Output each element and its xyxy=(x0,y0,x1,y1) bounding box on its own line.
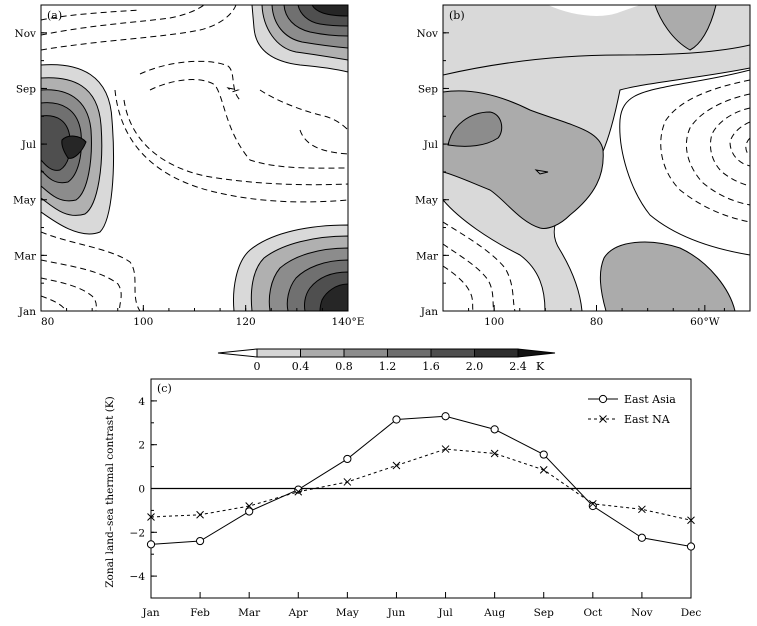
panel-c-y-tick-label: 4 xyxy=(138,396,145,408)
panel-b-x-tick-label: 60°W xyxy=(690,316,720,328)
panel-a-y-tick-label: Jan xyxy=(18,306,36,318)
panel-a-y-tick-label: Sep xyxy=(16,83,36,95)
colorbar-tick-label: 2.0 xyxy=(466,360,484,373)
series-1-point xyxy=(195,536,205,546)
panel-c-y-tick-label: 0 xyxy=(138,484,145,496)
series-2-point xyxy=(294,487,303,496)
colorbar-tick-label: 1.6 xyxy=(422,360,440,373)
panel-a-x-ticks: 80 100 120 140°E xyxy=(40,305,365,328)
series-2-point xyxy=(490,449,499,458)
panel-b-y-tick-label: Mar xyxy=(416,250,439,262)
colorbar-segment xyxy=(256,348,301,358)
legend-label-2: East NA xyxy=(624,413,671,426)
panel-b-y-ticks: Jan Mar May Jul Sep Nov xyxy=(415,4,449,318)
panel-b-x-tick-label: 80 xyxy=(590,316,603,328)
panel-a-x-tick-label: 140°E xyxy=(332,316,365,328)
panel-a-x-tick-label: 100 xyxy=(133,316,153,328)
legend-marker-x xyxy=(599,415,607,423)
colorbar-tick-label: 2.4 xyxy=(509,360,527,373)
panel-b-x-ticks: 100 80 60°W xyxy=(442,305,751,328)
panel-c-axes: −4 −2 0 2 4 Jan Feb Mar Apr May Jun Jul Aug Sep Oct Nov… xyxy=(130,378,702,619)
series-1-point xyxy=(146,540,156,549)
colorbar-left-triangle xyxy=(217,348,258,358)
panel-b-x-tick-label: 100 xyxy=(484,316,504,328)
series-2-point xyxy=(638,505,646,514)
panel-c-x-tick-label: Nov xyxy=(631,607,653,619)
panel-a-y-tick-label: Jul xyxy=(21,139,37,151)
series-1-point xyxy=(392,415,401,424)
panel-c-x-tick-label: Oct xyxy=(583,607,602,619)
panel-b-y-tick-label: May xyxy=(415,195,438,207)
series-2-point xyxy=(588,499,597,508)
panel-c-x-tick-label: Jun xyxy=(387,607,406,619)
series-1-point xyxy=(588,501,597,511)
series-2-point xyxy=(539,466,548,474)
panel-b-label: (b) xyxy=(449,9,465,22)
series-1-point xyxy=(490,425,499,434)
colorbar-segment xyxy=(343,348,388,358)
series-1-point xyxy=(686,542,696,551)
panel-c-y-axis-label: Zonal land–sea thermal contrast (K) xyxy=(104,396,116,587)
series-1-point xyxy=(245,507,254,516)
series-2-point xyxy=(147,513,155,521)
colorbar-segment xyxy=(387,348,432,358)
panel-b: (b) 100 80 60°W Jan Mar May Jul Sep Nov xyxy=(415,4,751,328)
series-2-point xyxy=(245,502,254,510)
panel-c-x-tick-label: Apr xyxy=(288,607,309,619)
panel-a-y-tick-label: May xyxy=(13,195,36,207)
series-line-2 xyxy=(150,448,692,521)
panel-a-x-tick-label: 80 xyxy=(41,316,54,328)
series-2-point xyxy=(687,516,695,525)
colorbar-tick-label: 1.2 xyxy=(379,360,397,373)
panel-c-y-tick-label: −2 xyxy=(130,527,145,539)
panel-c-y-tick-label: 2 xyxy=(138,440,145,452)
legend-label-1: East Asia xyxy=(624,393,676,406)
colorbar-tick-label: 0.4 xyxy=(292,360,310,373)
colorbar: K 0 0.4 0.8 1.2 1.6 2.0 2.4 xyxy=(217,348,556,373)
colorbar-unit: K xyxy=(536,360,545,373)
panel-a-y-tick-label: Mar xyxy=(14,250,37,262)
series-1-point xyxy=(539,450,548,459)
colorbar-tick-label: 0 xyxy=(254,360,261,373)
colorbar-right-triangle xyxy=(517,348,556,358)
series-1-point xyxy=(441,412,450,421)
panel-a: (a) 80 100 120 140°E Jan Mar May Jul Sep Nov xyxy=(13,4,365,328)
panel-a-y-ticks: Jan Mar May Jul Sep Nov xyxy=(13,4,47,318)
panel-c-x-tick-label: Jul xyxy=(437,607,453,619)
panel-b-y-tick-label: Sep xyxy=(418,83,438,95)
panel-c-x-tick-label: Aug xyxy=(483,607,505,619)
legend-marker-circle xyxy=(598,394,608,404)
series-2-point xyxy=(343,478,352,486)
panel-c-x-tick-label: Feb xyxy=(190,607,210,619)
colorbar-segment xyxy=(300,348,345,358)
panel-b-y-tick-label: Nov xyxy=(417,28,439,40)
panel-a-label: (a) xyxy=(47,9,62,22)
panel-b-y-tick-label: Jan xyxy=(420,306,438,318)
colorbar-segment xyxy=(430,348,475,358)
colorbar-segment xyxy=(474,348,519,358)
series-2-point xyxy=(392,461,401,470)
panel-b-contours xyxy=(443,5,750,311)
panel-c-x-tick-label: Dec xyxy=(681,607,702,619)
panel-c-legend: East Asia East NA xyxy=(588,393,676,426)
panel-c-x-tick-label: Jan xyxy=(141,607,159,619)
series-line-1 xyxy=(150,415,692,548)
colorbar-tick-label: 0.8 xyxy=(335,360,353,373)
panel-c-x-tick-label: Mar xyxy=(238,607,261,619)
panel-c-label: (c) xyxy=(157,382,172,395)
panel-a-y-tick-label: Nov xyxy=(15,28,37,40)
panel-c-y-tick-label: −4 xyxy=(130,571,146,583)
panel-c-x-tick-label: Sep xyxy=(534,607,554,619)
panel-c-x-tick-label: May xyxy=(336,607,359,619)
series-2-point xyxy=(196,510,204,519)
panel-c-series xyxy=(146,412,696,551)
panel-a-x-tick-label: 120 xyxy=(236,316,256,328)
series-1-point xyxy=(343,454,352,464)
series-1-point xyxy=(637,533,647,542)
panel-a-contours xyxy=(41,5,348,311)
panel-b-y-tick-label: Jul xyxy=(423,139,439,151)
panel-c: (c) Zonal land–sea thermal contrast (K) … xyxy=(104,378,702,619)
series-2-point xyxy=(441,445,450,453)
